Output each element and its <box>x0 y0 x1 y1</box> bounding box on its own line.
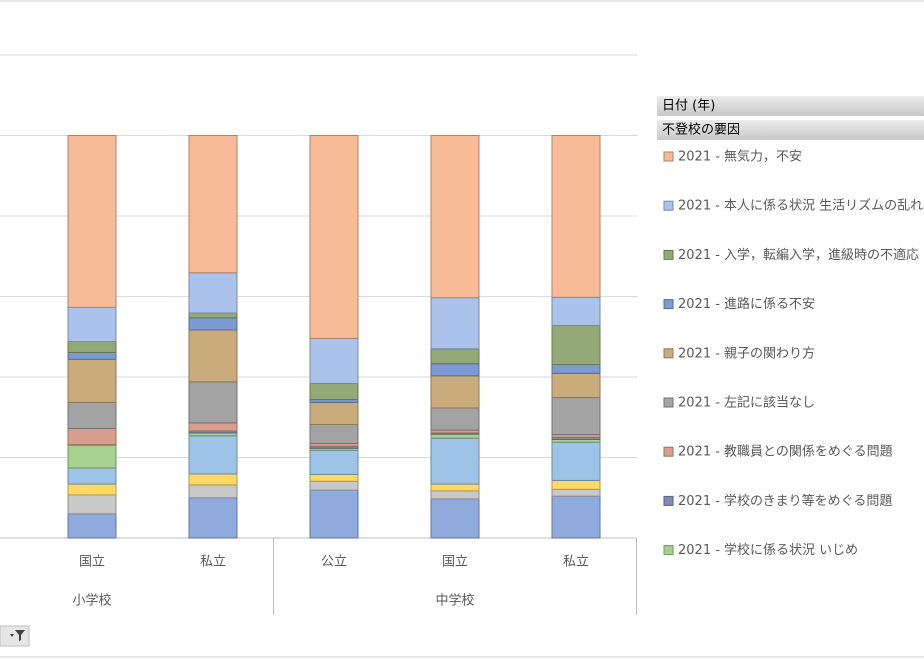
group-label: 小学校 <box>72 593 111 609</box>
bar-segment <box>188 422 238 432</box>
bar-segment <box>309 382 359 401</box>
bar-segment <box>67 483 117 496</box>
legend-label: 2021 - 無気力，不安 <box>678 149 802 165</box>
bar-segment <box>67 428 117 446</box>
bar-segment <box>430 433 480 439</box>
x-tick-label: 国立 <box>442 555 468 570</box>
legend-label: 2021 - 学校に係る状況 いじめ <box>678 542 858 558</box>
bar-segment <box>430 437 480 485</box>
bar-segment <box>67 341 117 353</box>
x-tick-label: 私立 <box>200 555 226 570</box>
legend-swatch <box>663 446 674 457</box>
legend-label: 2021 - 親子の関わり方 <box>678 345 815 361</box>
bar-segment <box>309 337 359 384</box>
legend-swatch <box>663 397 674 408</box>
bar-segment <box>551 296 601 326</box>
legend-label: 2021 - 本人に係る状況 生活リズムの乱れ，あそび，非行 <box>678 198 924 214</box>
bar-segment <box>551 441 601 481</box>
bar-segment <box>430 498 480 539</box>
legend-label: 2021 - 進路に係る不安 <box>678 296 815 312</box>
bar-segment <box>430 375 480 409</box>
bar-segment <box>430 490 480 500</box>
bar-segment <box>551 364 601 374</box>
bar-segment <box>309 449 359 475</box>
bar-segment <box>188 435 238 475</box>
bar-segment <box>67 358 117 403</box>
filter-button[interactable] <box>0 625 30 647</box>
legend-label: 2021 - 左記に該当なし <box>678 395 815 411</box>
legend-label: 2021 - 入学，転編入学，進級時の不適応 <box>678 247 919 263</box>
bar-segment <box>188 329 238 383</box>
x-tick-label: 公立 <box>321 555 347 570</box>
bar-segment <box>188 272 238 314</box>
bar-segment <box>67 135 117 308</box>
bar-segment <box>188 135 238 274</box>
bar-segment <box>551 372 601 399</box>
bar-segment <box>67 351 117 360</box>
legend-header <box>657 96 924 116</box>
x-tick-label: 私立 <box>563 555 589 570</box>
legend-label: 2021 - 教職員との関係をめぐる問題 <box>678 444 893 460</box>
bar-segment <box>309 423 359 444</box>
bar-segment <box>309 480 359 491</box>
bar-segment <box>430 297 480 350</box>
legend-swatch <box>663 200 674 211</box>
bar-segment <box>67 444 117 469</box>
bar-segment <box>551 135 601 298</box>
bar-segment <box>309 135 359 339</box>
bar-segment <box>430 407 480 431</box>
bar-segment <box>67 513 117 539</box>
bar-segment <box>309 401 359 425</box>
bar-segment <box>67 467 117 485</box>
legend-header <box>657 120 924 140</box>
bar-segment <box>551 479 601 490</box>
bar-segment <box>309 489 359 539</box>
bar-segment <box>551 397 601 436</box>
group-label: 中学校 <box>435 593 474 609</box>
legend-swatch <box>663 249 674 260</box>
legend-subtitle: 不登校の要因 <box>662 122 740 138</box>
bar-segment <box>430 348 480 365</box>
bar-segment <box>430 363 480 377</box>
legend-swatch <box>663 151 674 162</box>
bar-segment <box>551 488 601 497</box>
bar-segment <box>188 312 238 319</box>
bar-segment <box>188 381 238 424</box>
legend-title: 日付 (年) <box>662 99 715 114</box>
bar-segment <box>309 473 359 482</box>
bar-segment <box>188 497 238 539</box>
legend-label: 2021 - 学校のきまり等をめぐる問題 <box>678 493 892 509</box>
bar-segment <box>188 473 238 486</box>
bar-segment <box>67 401 117 430</box>
bar-segment <box>430 483 480 492</box>
legend-swatch <box>663 348 674 359</box>
bar-segment <box>551 324 601 366</box>
bar-segment <box>430 135 480 299</box>
legend-swatch <box>663 495 674 506</box>
bar-segment <box>188 484 238 499</box>
x-tick-label: 国立 <box>79 555 105 570</box>
bar-segment <box>67 494 117 515</box>
legend-swatch <box>663 545 674 556</box>
bar-segment <box>188 317 238 331</box>
bar-segment <box>67 306 117 343</box>
bar-segment <box>551 495 601 539</box>
legend-swatch <box>663 299 674 310</box>
